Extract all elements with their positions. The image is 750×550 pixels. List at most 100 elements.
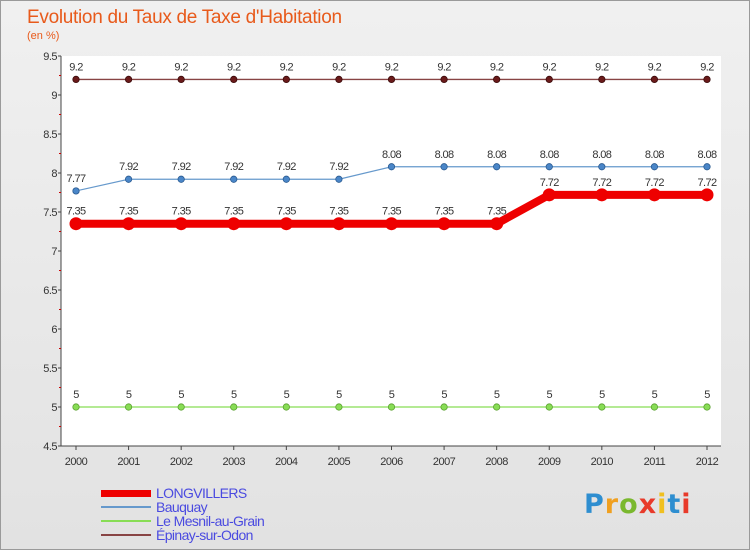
data-point bbox=[177, 175, 185, 183]
data-point bbox=[647, 188, 661, 202]
data-point bbox=[230, 175, 238, 183]
data-label: 7.92 bbox=[119, 161, 138, 173]
y-tick-label: 8.5 bbox=[43, 129, 57, 141]
data-point bbox=[387, 403, 396, 411]
data-label: 9.2 bbox=[280, 61, 294, 73]
x-tick-label: 2009 bbox=[538, 456, 561, 468]
data-label: 5 bbox=[126, 389, 132, 401]
data-point bbox=[493, 403, 501, 411]
data-point bbox=[545, 75, 553, 84]
data-label: 7.35 bbox=[119, 206, 138, 218]
x-tick-label: 2003 bbox=[223, 456, 246, 468]
data-label: 7.72 bbox=[697, 177, 716, 189]
data-label: 5 bbox=[652, 389, 658, 401]
y-tick-label: 9.5 bbox=[43, 51, 57, 63]
data-point bbox=[177, 403, 185, 411]
y-tick-label: 7.5 bbox=[43, 207, 57, 219]
chart-subtitle: (en %) bbox=[27, 30, 60, 42]
data-label: 7.35 bbox=[435, 206, 454, 218]
data-label: 9.2 bbox=[332, 61, 346, 73]
data-label: 7.35 bbox=[382, 206, 401, 218]
data-point bbox=[332, 217, 346, 231]
y-tick-label: 8 bbox=[51, 168, 57, 180]
x-tick-label: 2001 bbox=[117, 456, 140, 468]
logo-letter: i bbox=[657, 489, 668, 520]
data-point bbox=[385, 217, 398, 231]
data-point bbox=[440, 163, 448, 171]
legend-swatch-le-mesnil-au-grain bbox=[101, 520, 151, 522]
data-point bbox=[440, 75, 448, 84]
data-label: 8.08 bbox=[645, 149, 664, 161]
data-point bbox=[124, 175, 133, 183]
data-label: 8.08 bbox=[487, 149, 506, 161]
plot-area bbox=[61, 56, 721, 446]
data-point bbox=[703, 75, 711, 84]
x-tick-label: 2011 bbox=[644, 456, 666, 468]
legend-item-longvillers: LONGVILLERS bbox=[101, 486, 341, 500]
legend-label-le-mesnil-au-grain: Le Mesnil-au-Grain bbox=[156, 513, 265, 529]
data-label: 9.2 bbox=[595, 61, 609, 73]
data-label: 9.2 bbox=[227, 61, 241, 73]
data-label: 9.2 bbox=[174, 61, 188, 73]
data-label: 5 bbox=[389, 389, 395, 401]
data-point bbox=[703, 163, 711, 171]
legend-label-epinay-sur-odon: Épinay-sur-Odon bbox=[156, 527, 253, 543]
data-point bbox=[122, 217, 136, 231]
data-point bbox=[282, 175, 290, 183]
legend-swatch-longvillers bbox=[101, 490, 151, 497]
data-point bbox=[598, 403, 606, 411]
data-label: 5 bbox=[284, 389, 290, 401]
x-tick-label: 2007 bbox=[433, 456, 456, 468]
data-label: 9.2 bbox=[437, 61, 451, 73]
data-point bbox=[542, 188, 556, 202]
logo-letter: t bbox=[667, 489, 682, 520]
y-tick-label: 5.5 bbox=[43, 363, 57, 375]
data-label: 7.72 bbox=[540, 177, 559, 189]
data-point bbox=[493, 75, 501, 84]
data-point bbox=[595, 188, 609, 202]
data-label: 5 bbox=[231, 389, 237, 401]
data-label: 9.2 bbox=[543, 61, 557, 73]
data-label: 5 bbox=[704, 389, 710, 401]
data-label: 5 bbox=[336, 389, 342, 401]
logo-letter: r bbox=[604, 489, 620, 520]
data-point bbox=[545, 163, 553, 171]
data-label: 8.08 bbox=[540, 149, 559, 161]
data-label: 7.35 bbox=[66, 206, 85, 218]
logo-letter: P bbox=[584, 489, 605, 520]
legend-item-epinay-sur-odon: Épinay-sur-Odon bbox=[101, 528, 341, 542]
data-label: 8.08 bbox=[697, 149, 716, 161]
data-point bbox=[282, 403, 290, 411]
data-point bbox=[335, 75, 343, 84]
data-label: 5 bbox=[441, 389, 447, 401]
legend-item-le-mesnil-au-grain: Le Mesnil-au-Grain bbox=[101, 514, 341, 528]
data-point bbox=[490, 217, 504, 231]
data-point bbox=[650, 163, 659, 171]
x-tick-label: 2010 bbox=[591, 456, 614, 468]
data-label: 7.92 bbox=[172, 161, 191, 173]
data-label: 7.35 bbox=[172, 206, 191, 218]
y-tick-label: 7 bbox=[51, 246, 57, 258]
y-tick-label: 4.5 bbox=[43, 441, 57, 453]
proxiti-logo: Proxiti bbox=[584, 489, 692, 520]
data-point bbox=[230, 403, 238, 411]
data-label: 7.92 bbox=[329, 161, 348, 173]
data-label: 7.72 bbox=[645, 177, 664, 189]
data-point bbox=[124, 75, 133, 84]
data-point bbox=[177, 75, 185, 84]
data-label: 9.2 bbox=[490, 61, 504, 73]
x-tick-label: 2004 bbox=[275, 456, 298, 468]
data-point bbox=[545, 403, 553, 411]
data-point bbox=[72, 403, 80, 411]
y-tick-label: 9 bbox=[51, 90, 57, 102]
data-point bbox=[227, 217, 241, 231]
data-point bbox=[279, 217, 293, 231]
x-tick-label: 2000 bbox=[65, 456, 88, 468]
data-point bbox=[174, 217, 188, 231]
data-point bbox=[598, 163, 606, 171]
y-tick-label: 5 bbox=[51, 402, 57, 414]
data-point bbox=[72, 75, 80, 84]
data-point bbox=[437, 217, 451, 231]
